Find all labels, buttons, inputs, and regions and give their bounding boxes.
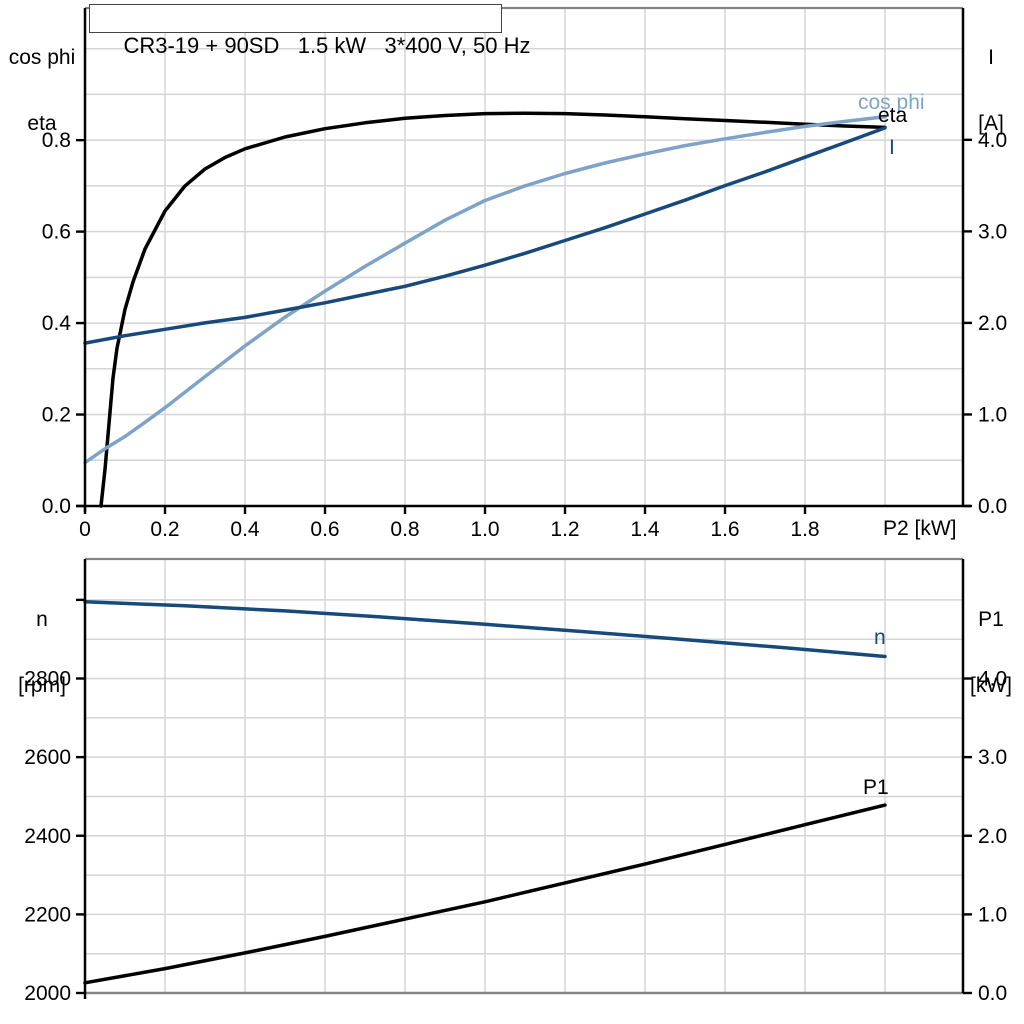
y-right-tick-label: 1.0: [978, 403, 1007, 426]
curve-label-cos-phi: cos phi: [858, 91, 925, 114]
axis-label-speed: n: [36, 608, 48, 631]
y-left-tick-label: 0.0: [42, 495, 71, 518]
x-tick-label: 0.4: [230, 518, 260, 541]
top-left-axis-label: cos phi eta: [5, 3, 79, 179]
axis-label-current-unit: [A]: [978, 112, 1004, 135]
curve-label-speed: n: [874, 626, 886, 649]
y-left-tick-label: 2200: [24, 903, 71, 926]
curve-label-current: I: [889, 136, 895, 159]
bottom-left-axis-label: n [rpm]: [5, 565, 79, 741]
y-left-tick-label: 0.8: [42, 129, 71, 152]
curve-label-eta: eta: [878, 104, 908, 127]
y-left-tick-label: 0.4: [42, 312, 72, 335]
y-right-tick-label: 2.0: [978, 312, 1007, 335]
axis-label-p1-unit: [kW]: [970, 674, 1012, 697]
x-tick-label: 1.2: [550, 518, 579, 541]
axis-label-p1: P1: [978, 608, 1004, 631]
x-tick-label: 1.0: [470, 518, 499, 541]
x-axis-label: P2 [kW]: [883, 517, 957, 540]
y-left-tick-label: 2000: [24, 982, 71, 1005]
x-tick-label: 0.6: [310, 518, 339, 541]
axis-label-eta: eta: [27, 112, 57, 135]
y-right-tick-label: 3.0: [978, 220, 1007, 243]
axis-label-speed-unit: [rpm]: [18, 674, 66, 697]
curve-label-p1: P1: [863, 776, 889, 799]
y-right-tick-label: 0.0: [978, 982, 1007, 1005]
x-tick-label: 0: [79, 518, 91, 541]
axis-label-cos-phi: cos phi: [8, 46, 76, 69]
chart-title-box: CR3-19 + 90SD 1.5 kW 3*400 V, 50 Hz: [89, 4, 530, 58]
y-right-tick-label: 3.0: [978, 746, 1007, 769]
y-left-tick-label: 2600: [24, 746, 71, 769]
y-right-tick-label: 4.0: [978, 668, 1007, 691]
y-left-tick-label: 0.2: [42, 404, 71, 427]
y-right-tick-label: 1.0: [978, 903, 1007, 926]
x-tick-label: 1.8: [790, 518, 819, 541]
x-tick-label: 0.8: [390, 518, 419, 541]
y-left-tick-label: 0.6: [42, 221, 71, 244]
axis-label-current: I: [988, 46, 994, 69]
bottom-right-axis-label: P1 [kW]: [962, 565, 1020, 741]
x-tick-label: 1.6: [710, 518, 739, 541]
y-right-tick-label: 2.0: [978, 825, 1007, 848]
chart-title: CR3-19 + 90SD 1.5 kW 3*400 V, 50 Hz: [123, 33, 531, 58]
y-right-tick-label: 0.0: [978, 495, 1007, 518]
top-right-axis-label: I [A]: [964, 3, 1018, 179]
x-tick-label: 1.4: [630, 518, 660, 541]
y-left-tick-label: 2400: [24, 825, 71, 848]
y-left-tick-label: 2800: [24, 668, 71, 691]
y-right-tick-label: 4.0: [978, 129, 1007, 152]
x-tick-label: 0.2: [150, 518, 179, 541]
